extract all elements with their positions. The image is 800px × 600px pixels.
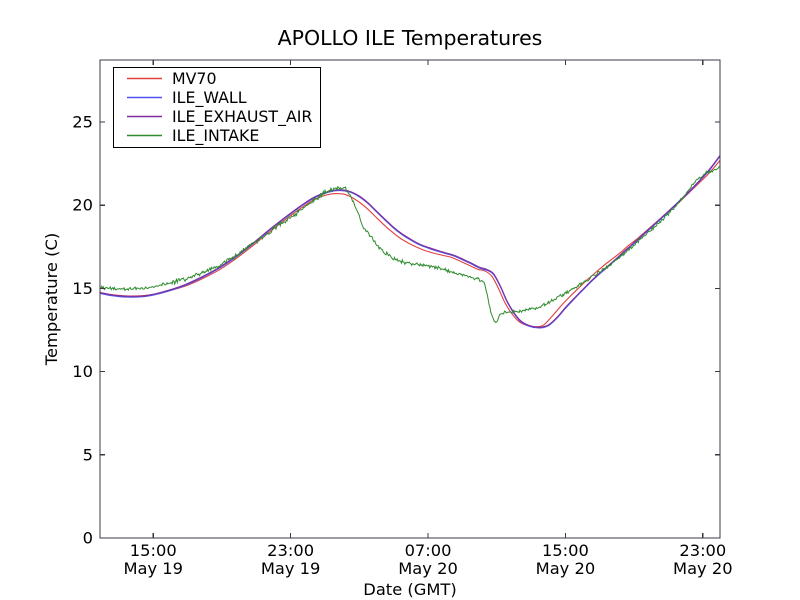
series-line-ILE_EXHAUST_AIR bbox=[100, 154, 720, 328]
y-tick-label: 15 bbox=[72, 279, 93, 298]
chart-title: APOLLO ILE Temperatures bbox=[278, 26, 543, 50]
series-group bbox=[100, 154, 720, 329]
x-tick-label: 15:00 May 19 bbox=[123, 541, 183, 578]
axis-ticks bbox=[100, 60, 720, 539]
x-tick-label: 23:00 May 20 bbox=[673, 541, 733, 578]
x-tick-label: 15:00 May 20 bbox=[536, 541, 596, 578]
y-tick-label: 0 bbox=[83, 529, 93, 548]
x-tick-label: 23:00 May 19 bbox=[261, 541, 321, 578]
x-axis-label: Date (GMT) bbox=[363, 580, 456, 599]
series-line-ILE_INTAKE bbox=[100, 166, 720, 324]
y-axis-tick-labels: 0 5 10 15 20 25 bbox=[72, 113, 93, 548]
y-tick-label: 20 bbox=[72, 196, 93, 215]
series-line-MV70 bbox=[100, 159, 720, 328]
legend-label: ILE_WALL bbox=[172, 88, 247, 108]
y-axis-label: Temperature (C) bbox=[42, 233, 61, 366]
y-tick-label: 5 bbox=[83, 445, 93, 464]
legend-box bbox=[113, 67, 321, 148]
y-tick-label: 10 bbox=[72, 362, 93, 381]
legend-label: MV70 bbox=[172, 69, 217, 88]
legend-label: ILE_INTAKE bbox=[172, 126, 259, 146]
legend-label: ILE_EXHAUST_AIR bbox=[172, 107, 312, 127]
plot-frame bbox=[99, 59, 721, 539]
x-tick-label: 07:00 May 20 bbox=[398, 541, 458, 578]
y-tick-label: 25 bbox=[72, 113, 93, 132]
x-axis-tick-labels: 15:00 May 19 23:00 May 19 07:00 May 20 15:00 Ma… bbox=[123, 541, 732, 578]
